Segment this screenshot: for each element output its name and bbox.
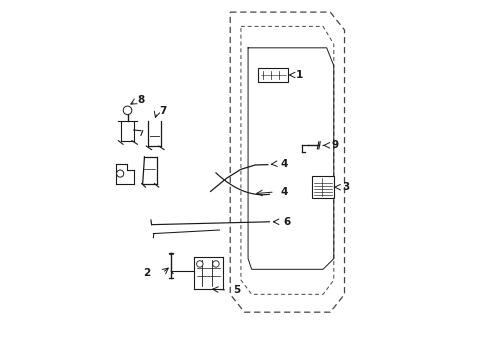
Text: 1: 1 [296,70,303,80]
Circle shape [212,261,219,267]
Bar [312,176,333,198]
Text: 6: 6 [283,217,290,227]
Circle shape [123,106,132,114]
Text: 9: 9 [331,140,338,150]
Text: 4: 4 [280,159,287,169]
Bar [258,68,288,82]
Circle shape [196,261,203,267]
Text: 7: 7 [159,106,166,116]
Text: 4: 4 [280,187,287,197]
Text: 8: 8 [137,95,144,105]
Text: 5: 5 [232,285,240,295]
Text: 2: 2 [143,268,150,278]
Text: 3: 3 [342,182,349,192]
Circle shape [116,170,123,177]
